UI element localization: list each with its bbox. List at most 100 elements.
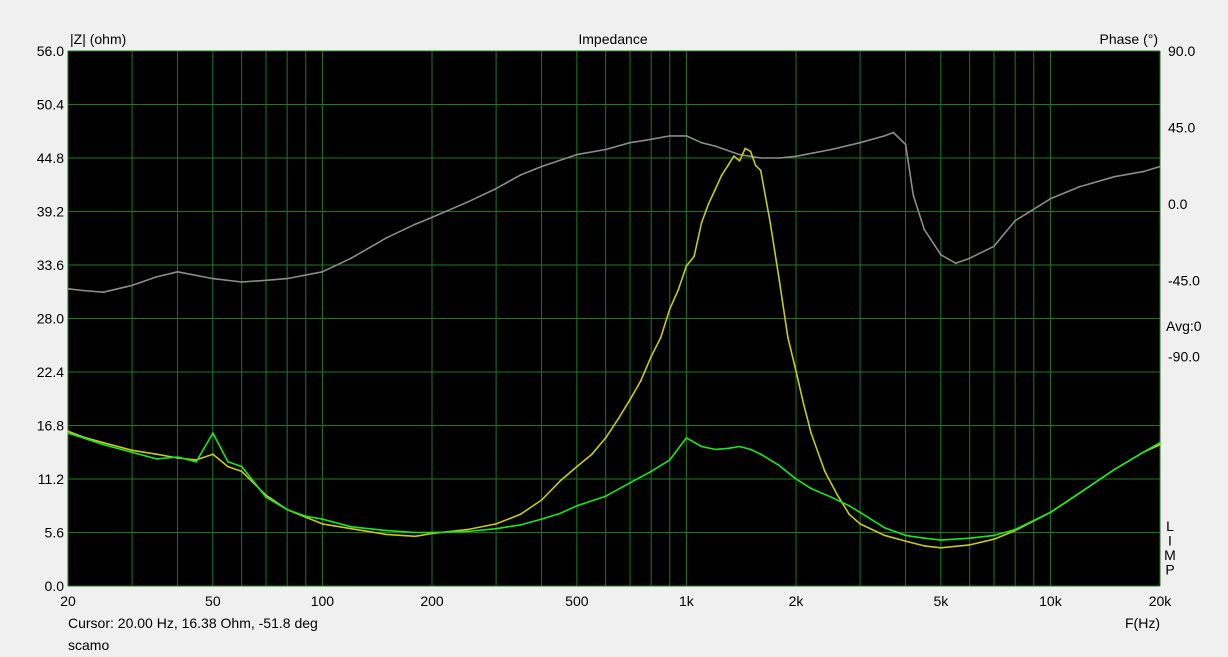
- data-point: [795, 155, 797, 158]
- data-point: [604, 495, 607, 498]
- data-point: [993, 245, 995, 248]
- data-point: [754, 164, 757, 167]
- data-point: [795, 370, 797, 372]
- data-point: [350, 257, 353, 260]
- data-point: [859, 141, 861, 144]
- y-left-tick-label: 50.4: [37, 97, 64, 113]
- data-point: [1078, 492, 1081, 495]
- data-point: [714, 188, 717, 191]
- y-left-tick-label: 5.6: [45, 525, 65, 541]
- data-point: [414, 223, 417, 226]
- y-right-ticks: 90.0 45.0 0.0 -45.0 -90.0: [1168, 43, 1200, 365]
- data-point: [659, 336, 662, 339]
- data-point: [778, 279, 781, 282]
- data-point: [102, 441, 105, 444]
- y-left-tick-label: 0.0: [45, 578, 65, 594]
- data-point: [940, 539, 942, 541]
- data-point: [650, 470, 652, 473]
- data-point: [604, 437, 607, 439]
- data-point: [212, 432, 214, 434]
- data-point: [1049, 511, 1052, 514]
- y-left-tick-label: 28.0: [37, 311, 64, 327]
- data-point: [738, 153, 741, 156]
- data-point: [749, 448, 752, 451]
- data-point: [1113, 175, 1116, 178]
- data-point: [519, 174, 522, 176]
- data-point: [795, 478, 797, 480]
- data-point: [519, 513, 522, 516]
- data-point: [576, 153, 578, 156]
- data-point: [1014, 528, 1016, 531]
- data-point: [759, 169, 762, 172]
- data-point: [714, 145, 717, 148]
- data-point: [830, 148, 833, 151]
- x-tick-label: 20: [60, 593, 76, 609]
- data-point: [993, 538, 995, 541]
- data-point: [650, 138, 652, 141]
- data-point: [240, 465, 243, 468]
- data-point: [265, 279, 267, 282]
- data-point: [1078, 186, 1081, 188]
- data-point: [640, 379, 642, 382]
- x-axis-label: F(Hz): [1125, 615, 1160, 631]
- data-point: [685, 265, 688, 267]
- data-point: [1159, 165, 1161, 168]
- data-point: [67, 430, 69, 433]
- y-right-tick-label: 45.0: [1168, 119, 1195, 135]
- y-left-tick-label: 44.8: [37, 150, 64, 166]
- data-point: [559, 480, 562, 482]
- data-point: [677, 288, 680, 291]
- data-point: [744, 147, 747, 150]
- data-point: [102, 443, 105, 446]
- data-point: [591, 453, 593, 456]
- avg-label: Avg:0: [1166, 318, 1202, 334]
- data-point: [466, 530, 469, 533]
- data-point: [265, 496, 267, 499]
- data-point: [321, 523, 324, 525]
- data-point: [617, 417, 620, 420]
- y-left-label: |Z| (ohm): [70, 31, 126, 47]
- data-point: [700, 445, 703, 448]
- side-letter: M: [1164, 547, 1176, 563]
- data-point: [700, 141, 703, 144]
- data-point: [540, 518, 543, 520]
- y-left-tick-label: 56.0: [37, 43, 64, 59]
- data-point: [1159, 443, 1161, 446]
- data-point: [155, 453, 158, 456]
- data-point: [629, 481, 631, 484]
- data-point: [759, 453, 762, 456]
- data-point: [940, 546, 942, 549]
- data-point: [787, 336, 789, 339]
- cursor-readout: Cursor: 20.00 Hz, 16.38 Ohm, -51.8 deg: [68, 615, 318, 631]
- data-point: [321, 518, 324, 520]
- side-letter: L: [1166, 518, 1174, 534]
- data-point: [540, 165, 543, 168]
- data-point: [195, 460, 198, 463]
- data-point: [859, 511, 861, 514]
- y-left-ticks: 0.0 5.6 11.2 16.8 22.4 28.0 33.6 39.2 44.8 50.4 56…: [37, 43, 64, 594]
- data-point: [883, 534, 886, 537]
- x-tick-label: 100: [311, 593, 335, 609]
- data-point: [227, 460, 229, 463]
- data-point: [685, 135, 688, 137]
- data-point: [131, 449, 134, 452]
- data-point: [848, 504, 851, 507]
- data-point: [778, 157, 781, 159]
- x-tick-label: 20k: [1149, 593, 1173, 609]
- data-point: [714, 448, 717, 451]
- data-point: [968, 257, 971, 260]
- data-point: [802, 403, 805, 406]
- data-point: [131, 451, 134, 454]
- data-point: [495, 523, 497, 525]
- y-left-tick-label: 16.8: [37, 418, 64, 434]
- data-point: [414, 531, 417, 534]
- data-point: [1142, 451, 1145, 454]
- data-point: [176, 456, 179, 458]
- data-point: [155, 458, 158, 460]
- data-point: [240, 281, 243, 283]
- data-point: [102, 291, 105, 294]
- data-point: [968, 544, 971, 546]
- data-point: [82, 437, 84, 439]
- y-right-tick-label: 0.0: [1168, 196, 1188, 212]
